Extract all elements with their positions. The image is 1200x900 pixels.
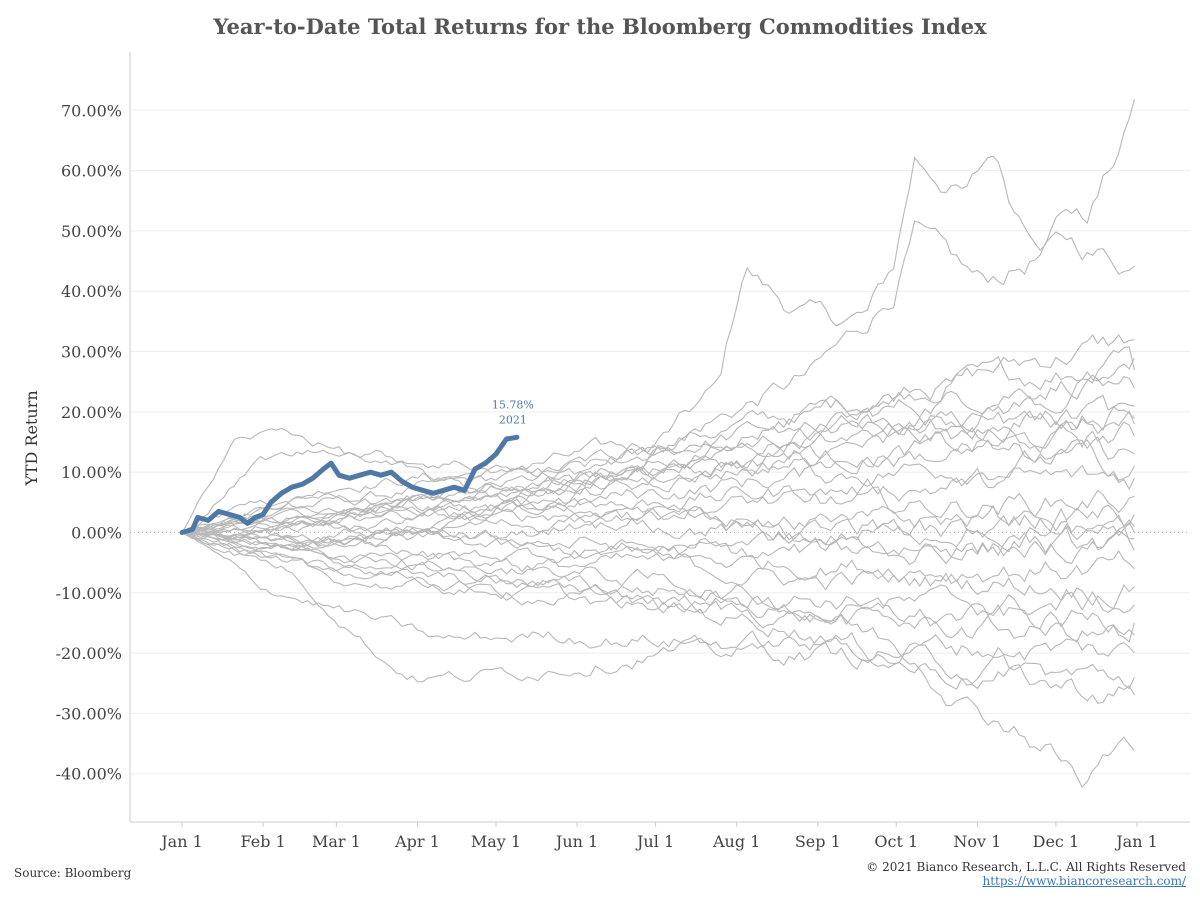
y-tick-label: 10.00% (61, 463, 122, 482)
y-tick-label: 40.00% (61, 282, 122, 301)
highlight-series-group (179, 434, 520, 535)
website-link[interactable]: https://www.biancoresearch.com/ (982, 874, 1186, 888)
history-series-line (181, 529, 1135, 788)
y-tick-label: 70.00% (61, 101, 122, 120)
highlight-value-label: 15.78% (492, 398, 534, 411)
highlight-series-name: 2021 (499, 413, 527, 426)
history-series-line (181, 520, 1135, 583)
history-series-line (181, 486, 1135, 534)
source-note: Source: Bloomberg (14, 866, 132, 880)
y-tick-label: 50.00% (61, 222, 122, 241)
x-tick-label: Nov 1 (953, 832, 1001, 851)
x-tick-label: Jul 1 (635, 832, 674, 851)
x-tick-label: Aug 1 (712, 832, 760, 851)
history-series-line (181, 427, 1135, 553)
y-tick-label: 0.00% (71, 523, 122, 542)
history-series-line (181, 402, 1135, 533)
history-series-line (181, 531, 1135, 690)
y-axis-label: YTD Return (22, 390, 41, 486)
x-tick-label: Mar 1 (312, 832, 361, 851)
x-tick-label: Dec 1 (1033, 832, 1080, 851)
y-tick-label: -40.00% (56, 765, 122, 784)
history-series-line (182, 410, 1135, 537)
history-series-line (181, 220, 1135, 533)
history-series-line (181, 355, 1135, 534)
history-series-line (181, 334, 1135, 533)
x-axis: Jan 1 Feb 1 Mar 1 Apr 1 May 1 Jun 1 Jul 1 Aug 1… (130, 821, 1190, 851)
copyright-text: © 2021 Bianco Research, L.L.C. All Right… (866, 860, 1186, 874)
history-series-line (181, 531, 1135, 704)
history-series-line (181, 531, 1135, 662)
x-tick-label: Feb 1 (241, 832, 286, 851)
history-series-line (181, 531, 1135, 643)
x-tick-label: Oct 1 (874, 832, 918, 851)
x-tick-label: Jan 1 (159, 832, 203, 851)
y-tick-label: -10.00% (56, 584, 122, 603)
x-tick-label: Apr 1 (394, 832, 440, 851)
history-series-line (181, 374, 1135, 534)
history-series-line (181, 528, 1135, 610)
highlight-series-line (179, 434, 520, 535)
y-tick-label: 60.00% (61, 162, 122, 181)
x-tick-label: May 1 (471, 832, 521, 851)
x-tick-label: Jan 1 (1114, 832, 1158, 851)
history-series-line (181, 464, 1135, 534)
x-tick-label: Jun 1 (554, 832, 598, 851)
history-series-line (181, 504, 1135, 546)
y-tick-label: 30.00% (61, 343, 122, 362)
y-tick-label: 20.00% (61, 403, 122, 422)
history-series-line (181, 532, 1135, 617)
history-series-line (181, 439, 1135, 534)
history-series-line (181, 532, 1135, 643)
y-tick-label: -30.00% (56, 704, 122, 723)
chart-title: Year-to-Date Total Returns for the Bloom… (213, 14, 987, 39)
y-tick-label: -20.00% (56, 644, 122, 663)
history-series-line (181, 394, 1135, 548)
footer-credits: © 2021 Bianco Research, L.L.C. All Right… (866, 860, 1186, 888)
history-series-line (181, 346, 1135, 551)
x-tick-label: Sep 1 (795, 832, 841, 851)
y-axis: 70.00% 60.00% 50.00% 40.00% 30.00% 20.00% 10.0… (56, 52, 131, 822)
history-series-group (181, 99, 1135, 788)
history-series-line (181, 530, 1135, 572)
gridlines (130, 109, 1190, 775)
